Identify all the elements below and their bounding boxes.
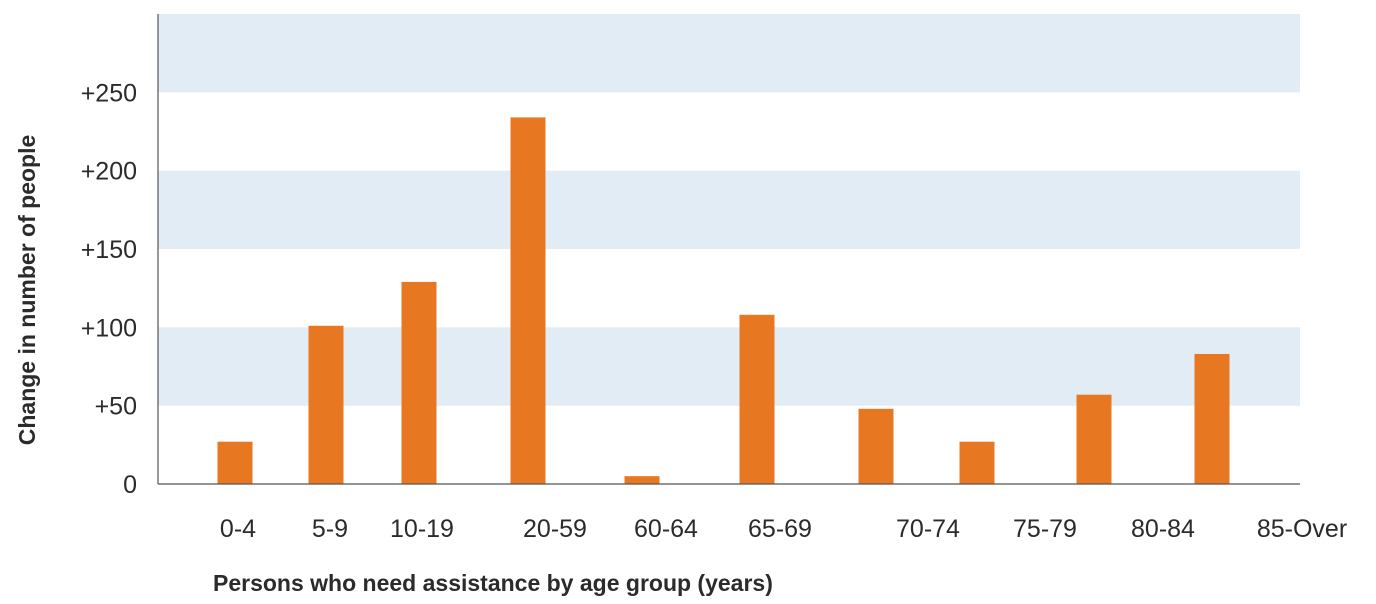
bar-0-4 xyxy=(217,441,253,484)
x-tick-label: 70-74 xyxy=(896,515,960,543)
x-tick-label: 75-79 xyxy=(1013,515,1077,543)
x-tick-label: 60-64 xyxy=(634,515,698,543)
bar-70-74 xyxy=(858,408,894,484)
grid-band xyxy=(158,327,1300,406)
bar-85-Over xyxy=(1194,353,1230,484)
y-tick-label: +250 xyxy=(81,79,137,107)
grid-band xyxy=(158,170,1300,249)
y-tick-label: +100 xyxy=(81,314,137,342)
y-tick-label: +200 xyxy=(81,158,137,186)
x-tick-label: 80-84 xyxy=(1131,515,1195,543)
bar-60-64 xyxy=(624,476,660,484)
x-tick-label: 5-9 xyxy=(312,515,348,543)
x-tick-label: 0-4 xyxy=(220,515,256,543)
bar-65-69 xyxy=(739,314,775,484)
bar-10-19 xyxy=(401,281,437,484)
bar-80-84 xyxy=(1076,394,1112,484)
y-tick-labels: 0 +50 +100 +150 +200 +250 xyxy=(81,79,137,499)
grid-band xyxy=(158,14,1300,93)
y-tick-label: +150 xyxy=(81,236,137,264)
x-tick-label: 10-19 xyxy=(390,515,454,543)
x-tick-labels: 0-4 5-9 10-19 20-59 60-64 65-69 70-74 75-79 80-8… xyxy=(220,515,1347,543)
y-tick-label: +50 xyxy=(95,393,137,421)
y-axis-label: Change in number of people xyxy=(14,135,40,446)
bar-5-9 xyxy=(308,325,344,484)
x-tick-label: 20-59 xyxy=(523,515,587,543)
bar-75-79 xyxy=(959,441,995,484)
y-tick-label: 0 xyxy=(123,471,137,499)
bar-20-59 xyxy=(510,117,546,485)
x-tick-label: 65-69 xyxy=(748,515,812,543)
bars-group xyxy=(217,117,1230,485)
x-axis-label: Persons who need assistance by age group… xyxy=(213,570,773,596)
plot-background-bands xyxy=(158,14,1300,406)
x-tick-label: 85-Over xyxy=(1257,515,1347,543)
